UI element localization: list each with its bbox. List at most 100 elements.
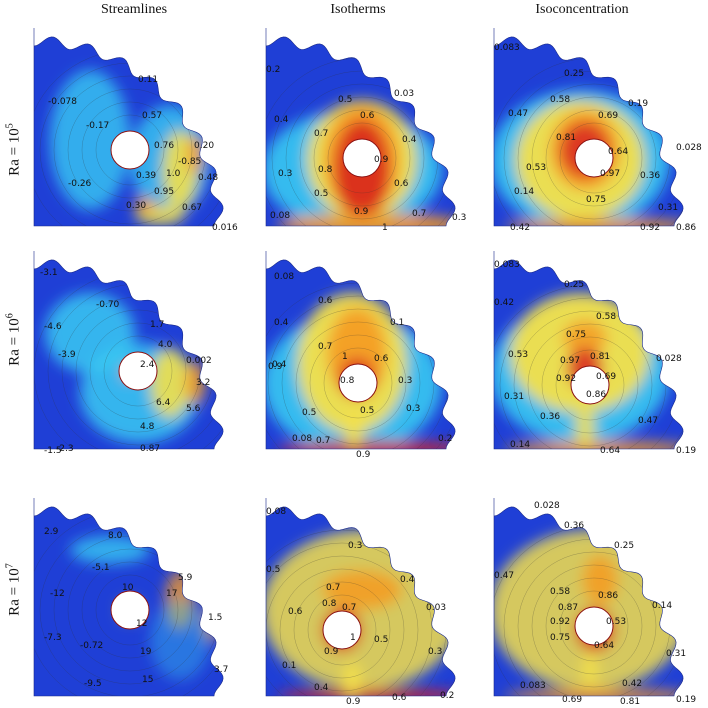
contour-value-label: 0.08 [266,507,286,517]
cylinder-obstacle [322,610,362,650]
contour-value-label: -0.26 [68,179,92,189]
contour-line [89,322,187,420]
contour-value-label: 2.4 [140,360,155,370]
contour-value-label: 1.0 [166,169,181,179]
contour-value-label: -0.078 [48,97,77,107]
ra-exponent: 5 [4,123,16,129]
contour-line [67,88,193,212]
contour-value-label: 0.5 [338,95,352,105]
contour-plot: 0.083 0.25 0.58 0.19 0.47 0.69 0.81 0.028 0.64 0.… [493,28,702,233]
field-region [277,213,456,226]
contour-value-label: 0.2 [440,691,454,701]
field-region [322,570,402,610]
cylinder-obstacle [342,138,382,178]
contour-value-label: 0.4 [274,115,289,125]
contour-value-label: 0.6 [360,111,375,121]
contour-value-label: 0.1 [282,661,296,671]
contour-value-label: 0.1 [390,318,404,328]
contour-value-label: 0.3 [348,541,362,551]
contour-line [279,568,405,692]
contour-value-label: 0.5 [314,189,328,199]
field-region [505,689,684,696]
contour-value-label: 0.8 [340,376,355,386]
contour-value-label: 0.5 [302,408,316,418]
contour-value-label: 0.4 [274,318,289,328]
contour-value-label: 0.75 [566,330,586,340]
contour-line [103,335,173,407]
contour-value-label: 0.42 [510,223,530,233]
contour-value-label: 0.53 [526,163,546,173]
contour-value-label: 0.36 [540,412,560,422]
contour-line [545,109,643,207]
contour-value-label: 0.64 [608,147,628,157]
contour-value-label: 0.5 [360,406,374,416]
contour-value-label: 0.016 [212,223,238,233]
panel-isoconcentration-ra5: 0.083 0.25 0.58 0.19 0.47 0.69 0.81 0.028 0.64 0.… [490,20,706,236]
contour-value-label: 0.08 [270,211,290,221]
contour-value-label: 0.36 [640,171,660,181]
contour-value-label: 15 [142,675,153,685]
contour-line [531,564,657,688]
domain-boundary [265,28,456,227]
ra-exponent: 7 [4,563,16,569]
contour-line [81,101,179,199]
contour-line [559,122,629,194]
panel-isotherms-ra5: 0.2 0.03 0.5 0.4 0.6 0.7 0.4 0.8 0.9 0.3 0.6 0.5 0.0… [262,20,478,236]
contour-value-label: 0.81 [556,133,576,143]
contour-value-label: 0.81 [620,697,640,706]
contour-value-label: 0.69 [596,372,616,382]
field-region [185,361,205,405]
panel-isotherms-ra6: 0.08 0.6 0.1 0.4 0.7 1 0.6 0.4 0.8 0.3 0.9 0.3 0.5 0.… [262,243,478,459]
contour-value-label: 0.9 [354,207,369,217]
contour-value-label: 0.5 [266,565,280,575]
contour-value-label: -9.5 [84,679,102,689]
contour-value-label: 0.92 [550,617,570,627]
contour-value-label: 0.3 [278,169,292,179]
contour-value-label: 0.67 [182,203,202,213]
contour-value-label: 0.75 [586,195,606,205]
panel-streamlines-ra7: 2.9 8.0 -5.1 10 5.9 17 -12 1.5 12 -7.3 -0.72 19 3.7 -… [30,490,246,706]
contour-value-label: 0.028 [534,501,560,511]
contour-plot: 0.028 0.36 0.25 0.47 0.58 0.86 0.14 0.87 0.92 0.5… [493,498,696,706]
contour-value-label: 0.53 [508,350,528,360]
contour-value-label: 0.4 [402,135,417,145]
contour-line [81,561,179,659]
contour-value-label: 8.0 [108,531,123,541]
contour-value-label: 19 [140,647,152,657]
contour-value-label: 0.92 [556,374,576,384]
contour-value-label: 0.58 [596,312,616,322]
field-region [582,652,598,688]
contour-value-label: 0.9 [346,697,361,706]
contour-value-label: 0.8 [318,165,333,175]
contour-line [531,96,657,220]
contour-value-label: 4.0 [158,340,173,350]
column-title-streamlines: Streamlines [100,2,168,17]
contour-value-label: 0.14 [510,440,530,450]
contour-value-label: 0.002 [186,356,212,366]
contour-value-label: -5.1 [92,563,110,573]
domain-boundary [33,28,224,227]
contour-value-label: 0.86 [676,223,696,233]
row-label-ra-1e7: Ra = 107 [5,540,24,640]
contour-plot: 0.11 -0.078 0.57 -0.17 0.76 0.20 -0.85 1.0 0.39 0… [33,28,238,233]
contour-value-label: 3.7 [214,665,228,675]
contour-line [67,548,193,672]
contour-value-label: 0.8 [322,599,337,609]
contour-value-label: 0.31 [666,649,686,659]
contour-plot: 0.08 0.6 0.1 0.4 0.7 1 0.6 0.4 0.8 0.3 0.9 0.3 0.5 0.… [265,251,456,459]
contour-value-label: 0.7 [318,342,332,352]
panel-isoconcentration-ra7: 0.028 0.36 0.25 0.47 0.58 0.86 0.14 0.87 0.92 0.5… [490,490,706,706]
domain-boundary [33,251,224,450]
column-title-isotherms: Isotherms [330,2,386,17]
contour-value-label: 0.57 [142,111,162,121]
contour-line [541,336,639,434]
contour-value-label: 0.64 [594,641,614,651]
field-region [342,662,362,696]
contour-line [559,590,629,662]
contour-value-label: 0.08 [274,272,294,282]
contour-line [545,577,643,675]
contour-value-label: 3.2 [196,378,210,388]
contour-value-label: 0.9 [324,647,339,657]
contour-value-label: 1.7 [150,320,164,330]
contour-value-label: 0.028 [656,354,682,364]
